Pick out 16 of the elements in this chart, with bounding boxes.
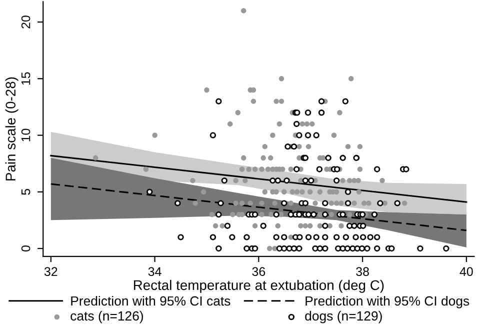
legend-label: dogs (n=129) <box>305 310 382 324</box>
y-tick-label: 5 <box>22 188 30 195</box>
x-tick-label: 40 <box>460 267 473 276</box>
x-tick-label: 32 <box>44 267 58 276</box>
y-tick-label: 15 <box>22 72 30 85</box>
y-tick-label: 20 <box>21 16 30 28</box>
legend-label: Prediction with 95% CI cats <box>71 296 230 306</box>
x-tick-label: 38 <box>356 267 369 276</box>
x-axis-title: Rectal temperature at extubation (deg C) <box>134 280 384 293</box>
x-tick-label: 34 <box>148 267 162 276</box>
y-axis-title: Pain scale (0-28) <box>5 77 18 180</box>
x-tick-label: 36 <box>252 267 266 276</box>
y-tick-label: 10 <box>21 128 30 142</box>
legend-label: Prediction with 95% CI dogs <box>306 296 470 308</box>
y-tick-label: 0 <box>21 245 30 252</box>
legend-label: cats (n=126) <box>70 310 143 324</box>
